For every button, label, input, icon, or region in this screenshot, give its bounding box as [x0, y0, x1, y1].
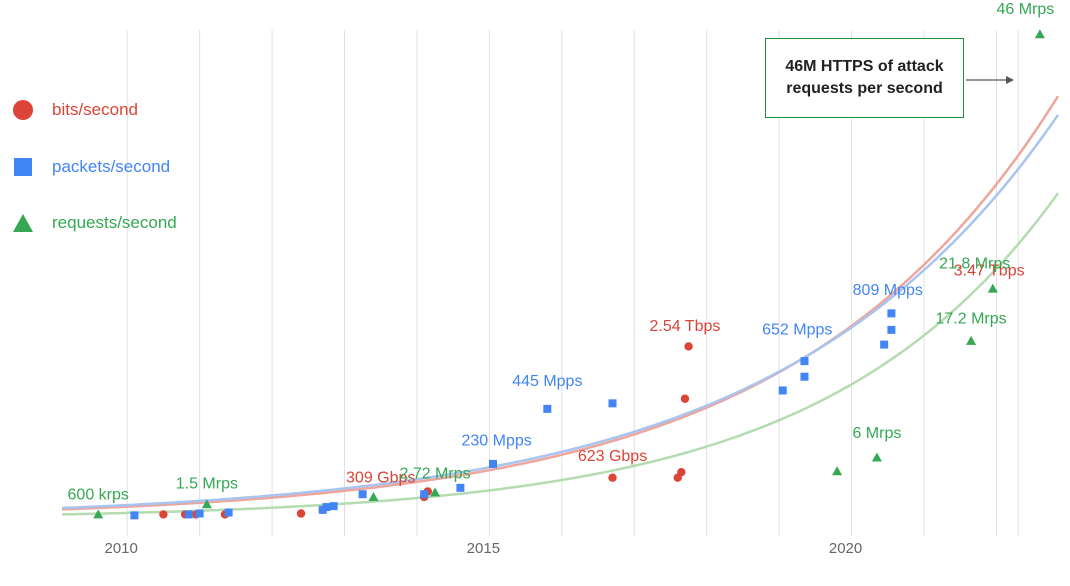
requests-point [987, 283, 998, 293]
packets-point [800, 357, 809, 366]
packets-point [195, 509, 204, 518]
requests-point [201, 499, 212, 509]
bits-data-label: 3.47 Tbps [954, 263, 1025, 280]
packets-point [778, 386, 787, 395]
data-labels: 309 Gbps 623 Gbps 2.54 Tbps 3.47 Tbps 230 Mp… [68, 1, 1055, 504]
requests-data-label: 17.2 Mrps [936, 310, 1007, 327]
packets-point [420, 490, 429, 499]
packets-point [456, 483, 465, 492]
requests-point [368, 491, 379, 501]
bits-data-label: 309 Gbps [346, 469, 415, 486]
packets-point [322, 503, 331, 512]
callout-arrow [966, 76, 1014, 84]
legend-label: requests/second [52, 213, 177, 232]
legend-label: packets/second [52, 157, 171, 176]
bits-point [608, 473, 617, 482]
packets-point [887, 309, 896, 318]
requests-data-label: 2.72 Mrps [399, 466, 470, 483]
packets-trend-line [61, 114, 1060, 510]
packets-data-label: 445 Mpps [512, 373, 582, 390]
packets-data-label: 809 Mpps [853, 282, 923, 299]
packets-point [488, 459, 497, 468]
packets-point [800, 372, 809, 381]
requests-data-label: 6 Mrps [852, 425, 901, 442]
requests-data-label: 21.8 Mrps [939, 255, 1010, 272]
legend-label: bits/second [52, 100, 138, 119]
requests-point [430, 487, 441, 497]
blue-square-icon [14, 158, 32, 176]
packets-data-label: 652 Mpps [762, 321, 832, 338]
packets-data-label: 230 Mpps [461, 433, 531, 450]
arrow-head-icon [1006, 76, 1014, 84]
callout-box: 46M HTTPS of attack requests per second [765, 38, 964, 118]
packets-point [224, 508, 233, 517]
green-triangle-icon [13, 214, 33, 232]
packets-point [329, 502, 338, 511]
requests-point [1034, 29, 1045, 39]
requests-point [93, 509, 104, 519]
x-tick-label: 2010 [105, 540, 138, 557]
bits-data-label: 623 Gbps [578, 448, 647, 465]
x-tick-label: 2015 [467, 540, 500, 557]
bits-point [684, 342, 693, 351]
red-circle-icon [13, 100, 33, 120]
packets-point [608, 399, 617, 408]
bits-data-label: 2.54 Tbps [650, 318, 721, 335]
requests-data-label: 1.5 Mrps [176, 476, 238, 493]
data-points [93, 29, 1045, 520]
x-axis: 2010 2015 2020 [105, 540, 863, 557]
packets-point [543, 404, 552, 413]
callout-text: 46M HTTPS of attack requests per second [785, 58, 944, 97]
bits-point [296, 509, 306, 518]
bits-trend-line [61, 95, 1060, 511]
requests-trend-line [61, 192, 1060, 516]
bits-point [159, 510, 168, 519]
requests-point [871, 452, 882, 462]
packets-point [880, 340, 889, 349]
requests-data-label: 600 krps [68, 487, 129, 504]
packets-point [358, 490, 367, 499]
legend-item-packets[interactable]: packets/second [12, 153, 170, 181]
packets-point [130, 511, 139, 520]
legend-item-bits[interactable]: bits/second [12, 96, 138, 124]
bits-point [677, 467, 686, 477]
legend-item-requests[interactable]: requests/second [12, 209, 177, 237]
x-tick-label: 2020 [829, 540, 862, 557]
bits-point [680, 394, 690, 403]
requests-point [966, 335, 977, 345]
packets-point [887, 325, 896, 334]
packets-point [184, 510, 193, 519]
trend-lines [61, 95, 1060, 516]
requests-point [832, 466, 843, 476]
requests-data-label: 46 Mrps [997, 1, 1055, 18]
